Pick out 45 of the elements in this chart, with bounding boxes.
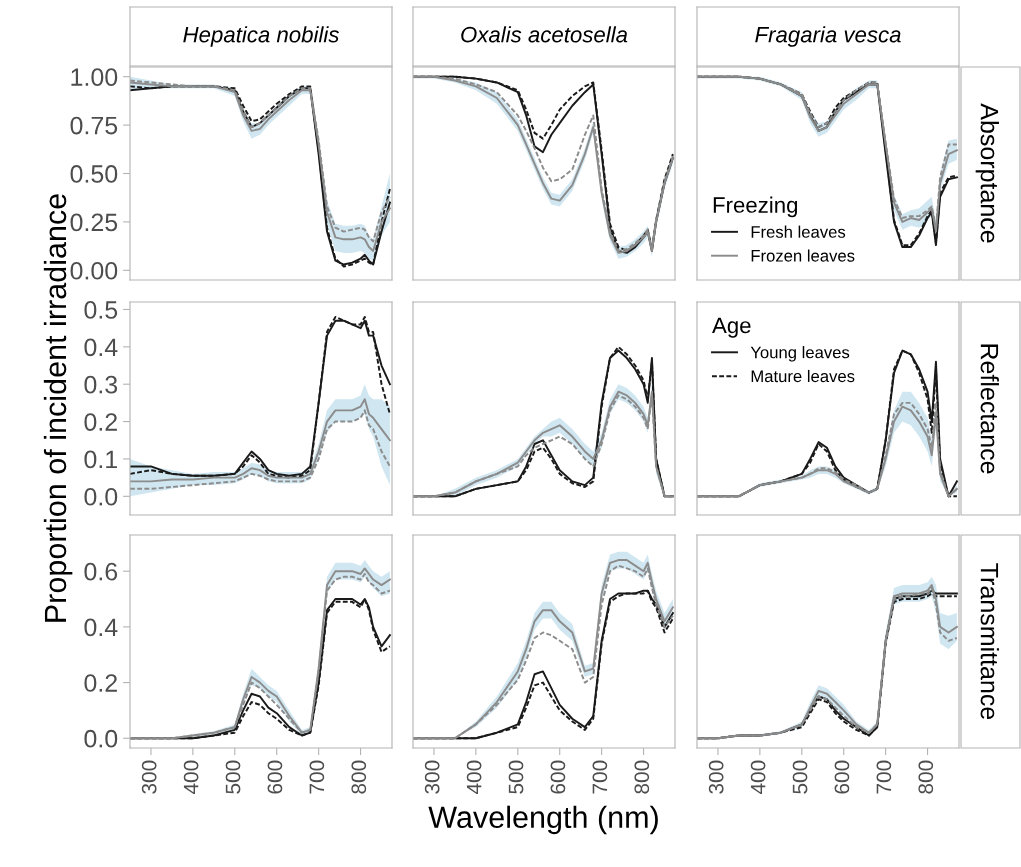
legend-title: Age xyxy=(712,317,751,338)
x-tick-label: 500 xyxy=(508,760,524,794)
y-tick-label: 0.3 xyxy=(84,375,118,394)
y-tick-label: 0.1 xyxy=(84,450,117,469)
y-tick-label: 0.6 xyxy=(84,562,118,581)
x-tick-label: 400 xyxy=(750,760,766,795)
x-tick-label: 800 xyxy=(351,760,367,794)
x-tick-label: 300 xyxy=(424,760,440,794)
y-tick-label: 0.4 xyxy=(84,618,118,637)
x-tick-label: 600 xyxy=(550,760,566,794)
x-axis-title: Wavelength (nm) xyxy=(428,805,658,835)
chart-title: Fragaria vesca xyxy=(755,26,901,47)
legend-label: Mature leaves xyxy=(751,369,855,383)
legend-title: Freezing xyxy=(713,196,798,218)
x-tick-label: 800 xyxy=(918,760,934,794)
y-tick-label: 0.2 xyxy=(84,674,117,692)
y-tick-label: 0.2 xyxy=(84,413,117,431)
x-tick-label: 300 xyxy=(708,760,724,794)
y2-axis-title: Reflectance xyxy=(980,344,999,474)
y-tick-label: 0.75 xyxy=(70,116,118,135)
y-tick-label: 0.25 xyxy=(70,213,118,232)
x-tick-label: 600 xyxy=(834,760,850,794)
x-tick-label: 400 xyxy=(466,760,482,795)
x-tick-label: 500 xyxy=(792,760,808,794)
legend-label: Frozen leaves xyxy=(751,249,855,262)
x-tick-label: 600 xyxy=(267,760,283,794)
x-tick-label: 800 xyxy=(634,760,650,794)
text: Young leaves xyxy=(750,346,850,362)
y-tick-label: 1.00 xyxy=(71,68,118,86)
y-tick-label: 0.0 xyxy=(84,487,118,506)
y2-axis-title: Transmittance xyxy=(980,563,999,720)
x-tick-label: 400 xyxy=(183,760,199,795)
legend-label: Fresh leaves xyxy=(751,225,846,238)
x-tick-label: 700 xyxy=(876,760,892,794)
chart-title: Hepatica nobilis xyxy=(183,26,339,47)
y-tick-label: 0.5 xyxy=(84,301,118,319)
y-tick-label: 0.0 xyxy=(84,729,118,748)
x-tick-label: 700 xyxy=(592,760,608,794)
x-tick-label: 300 xyxy=(141,760,157,794)
chart-title: Oxalis acetosella xyxy=(461,26,628,43)
x-tick-label: 700 xyxy=(309,760,325,794)
x-tick-label: 500 xyxy=(225,760,241,794)
y-tick-label: 0.50 xyxy=(70,165,118,183)
y2-axis-title: Absorptance xyxy=(975,103,999,243)
y-tick-label: 0.4 xyxy=(84,338,118,357)
